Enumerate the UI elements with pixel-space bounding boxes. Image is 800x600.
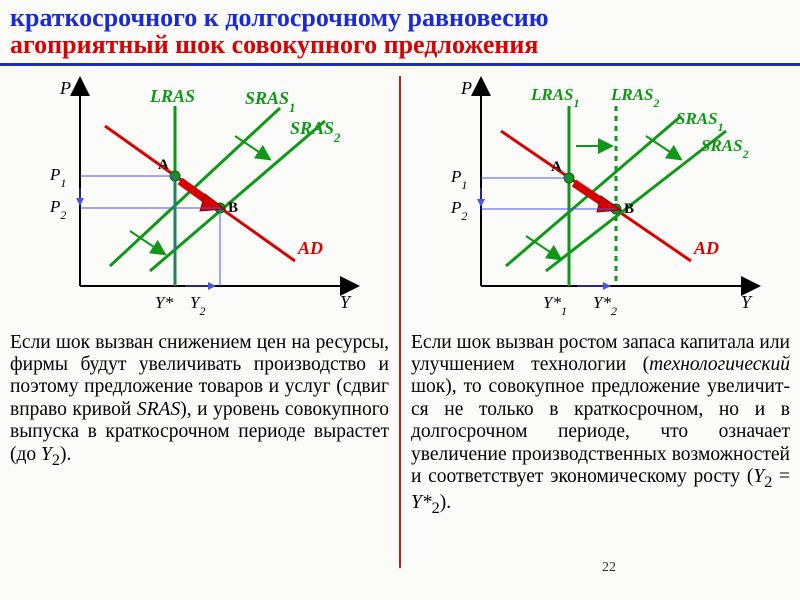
ystar2-label: Y*2 xyxy=(593,293,617,318)
right-chart: P Y LRAS1 LRAS2 AD SRAS1 SRAS2 xyxy=(411,72,790,326)
lras1-label: LRAS1 xyxy=(530,85,580,110)
p1-label: P1 xyxy=(49,165,66,190)
lras-label: LRAS xyxy=(149,86,195,106)
left-column: P Y LRAS AD SRAS1 SRAS2 A xyxy=(0,72,399,572)
axis-p-label-r: P xyxy=(460,78,472,98)
title-underline xyxy=(0,63,800,66)
sras2-label-r: SRAS2 xyxy=(701,136,749,161)
y2-tick-label: Y2 xyxy=(190,293,205,318)
axis-y-label-r: Y xyxy=(741,292,753,312)
page-number: 22 xyxy=(602,560,616,576)
ad-label: AD xyxy=(297,238,323,258)
ystar-label: Y* xyxy=(155,293,173,312)
ystar1-label: Y*1 xyxy=(543,293,567,318)
point-a: A xyxy=(158,157,169,173)
title-line-1: краткосрочного к долгосрочному равновеси… xyxy=(10,4,790,31)
p1-label-r: P1 xyxy=(450,167,467,192)
point-b: B xyxy=(228,200,238,216)
columns: P Y LRAS AD SRAS1 SRAS2 A xyxy=(0,72,800,572)
right-paragraph: Если шок вызван ростом запаса капитала и… xyxy=(411,326,790,518)
point-a-r: A xyxy=(551,159,562,175)
title-line-2: агоприятный шок совокупного предложения xyxy=(10,31,790,58)
point-b-r: B xyxy=(624,201,634,217)
right-column: P Y LRAS1 LRAS2 AD SRAS1 SRAS2 xyxy=(401,72,800,572)
p2-label-r: P2 xyxy=(450,198,467,223)
sras2-label: SRAS2 xyxy=(290,118,341,145)
left-chart: P Y LRAS AD SRAS1 SRAS2 A xyxy=(10,72,389,326)
sras1-label: SRAS1 xyxy=(245,88,296,115)
sras1-label-r: SRAS1 xyxy=(676,109,724,134)
left-paragraph: Если шок вызван снижением цен на ресурсы… xyxy=(10,326,389,470)
ad-label-r: AD xyxy=(693,238,719,258)
title-block: краткосрочного к долгосрочному равновеси… xyxy=(0,0,800,61)
axis-p-label: P xyxy=(59,78,71,98)
axis-y-label: Y xyxy=(340,292,352,312)
p2-label: P2 xyxy=(49,197,66,222)
